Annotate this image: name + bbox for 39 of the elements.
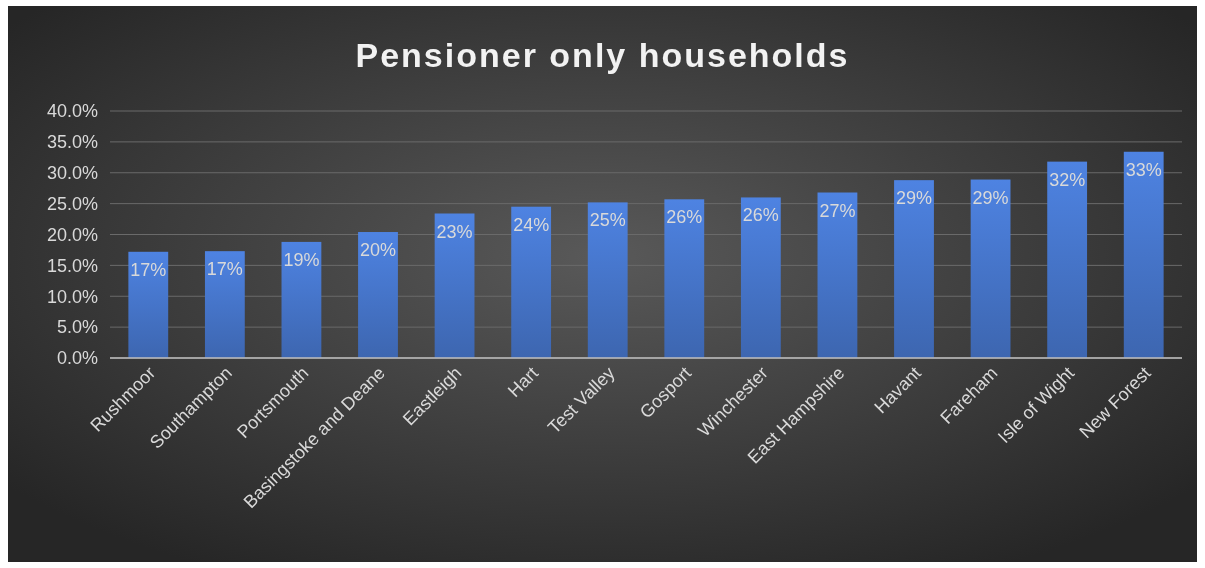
data-label: 24% — [513, 214, 550, 235]
data-label: 20% — [359, 240, 397, 261]
data-label: 33% — [1125, 159, 1162, 180]
data-label: 19% — [283, 249, 320, 270]
y-tick-label: 25.0% — [46, 193, 98, 214]
data-label: 32% — [1049, 169, 1086, 190]
bar — [204, 251, 245, 358]
data-label: 29% — [895, 188, 933, 209]
bar — [587, 202, 628, 358]
bar — [434, 213, 475, 358]
bar — [1047, 161, 1088, 358]
data-label: 26% — [666, 207, 703, 228]
x-tick-label: Hart — [503, 362, 543, 401]
y-tick-label: 10.0% — [46, 286, 98, 307]
bar — [1123, 151, 1164, 358]
chart-title: Pensioner only households — [355, 36, 850, 74]
data-label: 17% — [130, 259, 167, 280]
y-tick-label: 40.0% — [46, 101, 98, 122]
data-label: 17% — [206, 259, 243, 280]
y-tick-label: 35.0% — [46, 132, 98, 153]
y-tick-label: 15.0% — [46, 255, 98, 276]
bar — [358, 232, 398, 358]
bar — [128, 251, 169, 358]
y-tick-label: 20.0% — [46, 224, 98, 245]
data-label: 26% — [742, 205, 779, 226]
data-label: 27% — [819, 200, 856, 221]
bar — [511, 206, 552, 358]
bar — [281, 241, 322, 358]
data-label: 25% — [589, 210, 626, 231]
y-tick-label: 0.0% — [56, 348, 98, 369]
bar — [664, 199, 705, 358]
bar — [894, 180, 934, 358]
bar — [970, 179, 1011, 358]
bar — [740, 197, 781, 358]
data-label: 29% — [972, 187, 1009, 208]
bar — [817, 192, 858, 358]
data-label: 23% — [436, 221, 473, 242]
y-tick-label: 5.0% — [56, 317, 98, 338]
y-tick-label: 30.0% — [46, 163, 98, 184]
